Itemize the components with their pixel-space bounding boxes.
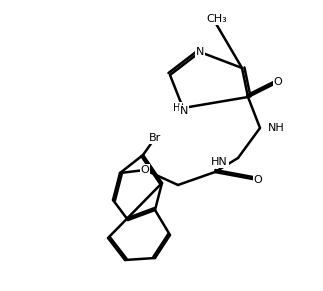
- Text: CH₃: CH₃: [207, 14, 227, 24]
- Text: O: O: [274, 77, 282, 87]
- Text: HN: HN: [211, 157, 228, 167]
- Text: O: O: [254, 175, 262, 185]
- Text: H: H: [173, 103, 181, 113]
- Text: NH: NH: [268, 123, 285, 133]
- Text: O: O: [141, 165, 149, 175]
- Text: Br: Br: [149, 133, 161, 143]
- Text: N: N: [180, 106, 188, 116]
- Text: N: N: [196, 47, 204, 57]
